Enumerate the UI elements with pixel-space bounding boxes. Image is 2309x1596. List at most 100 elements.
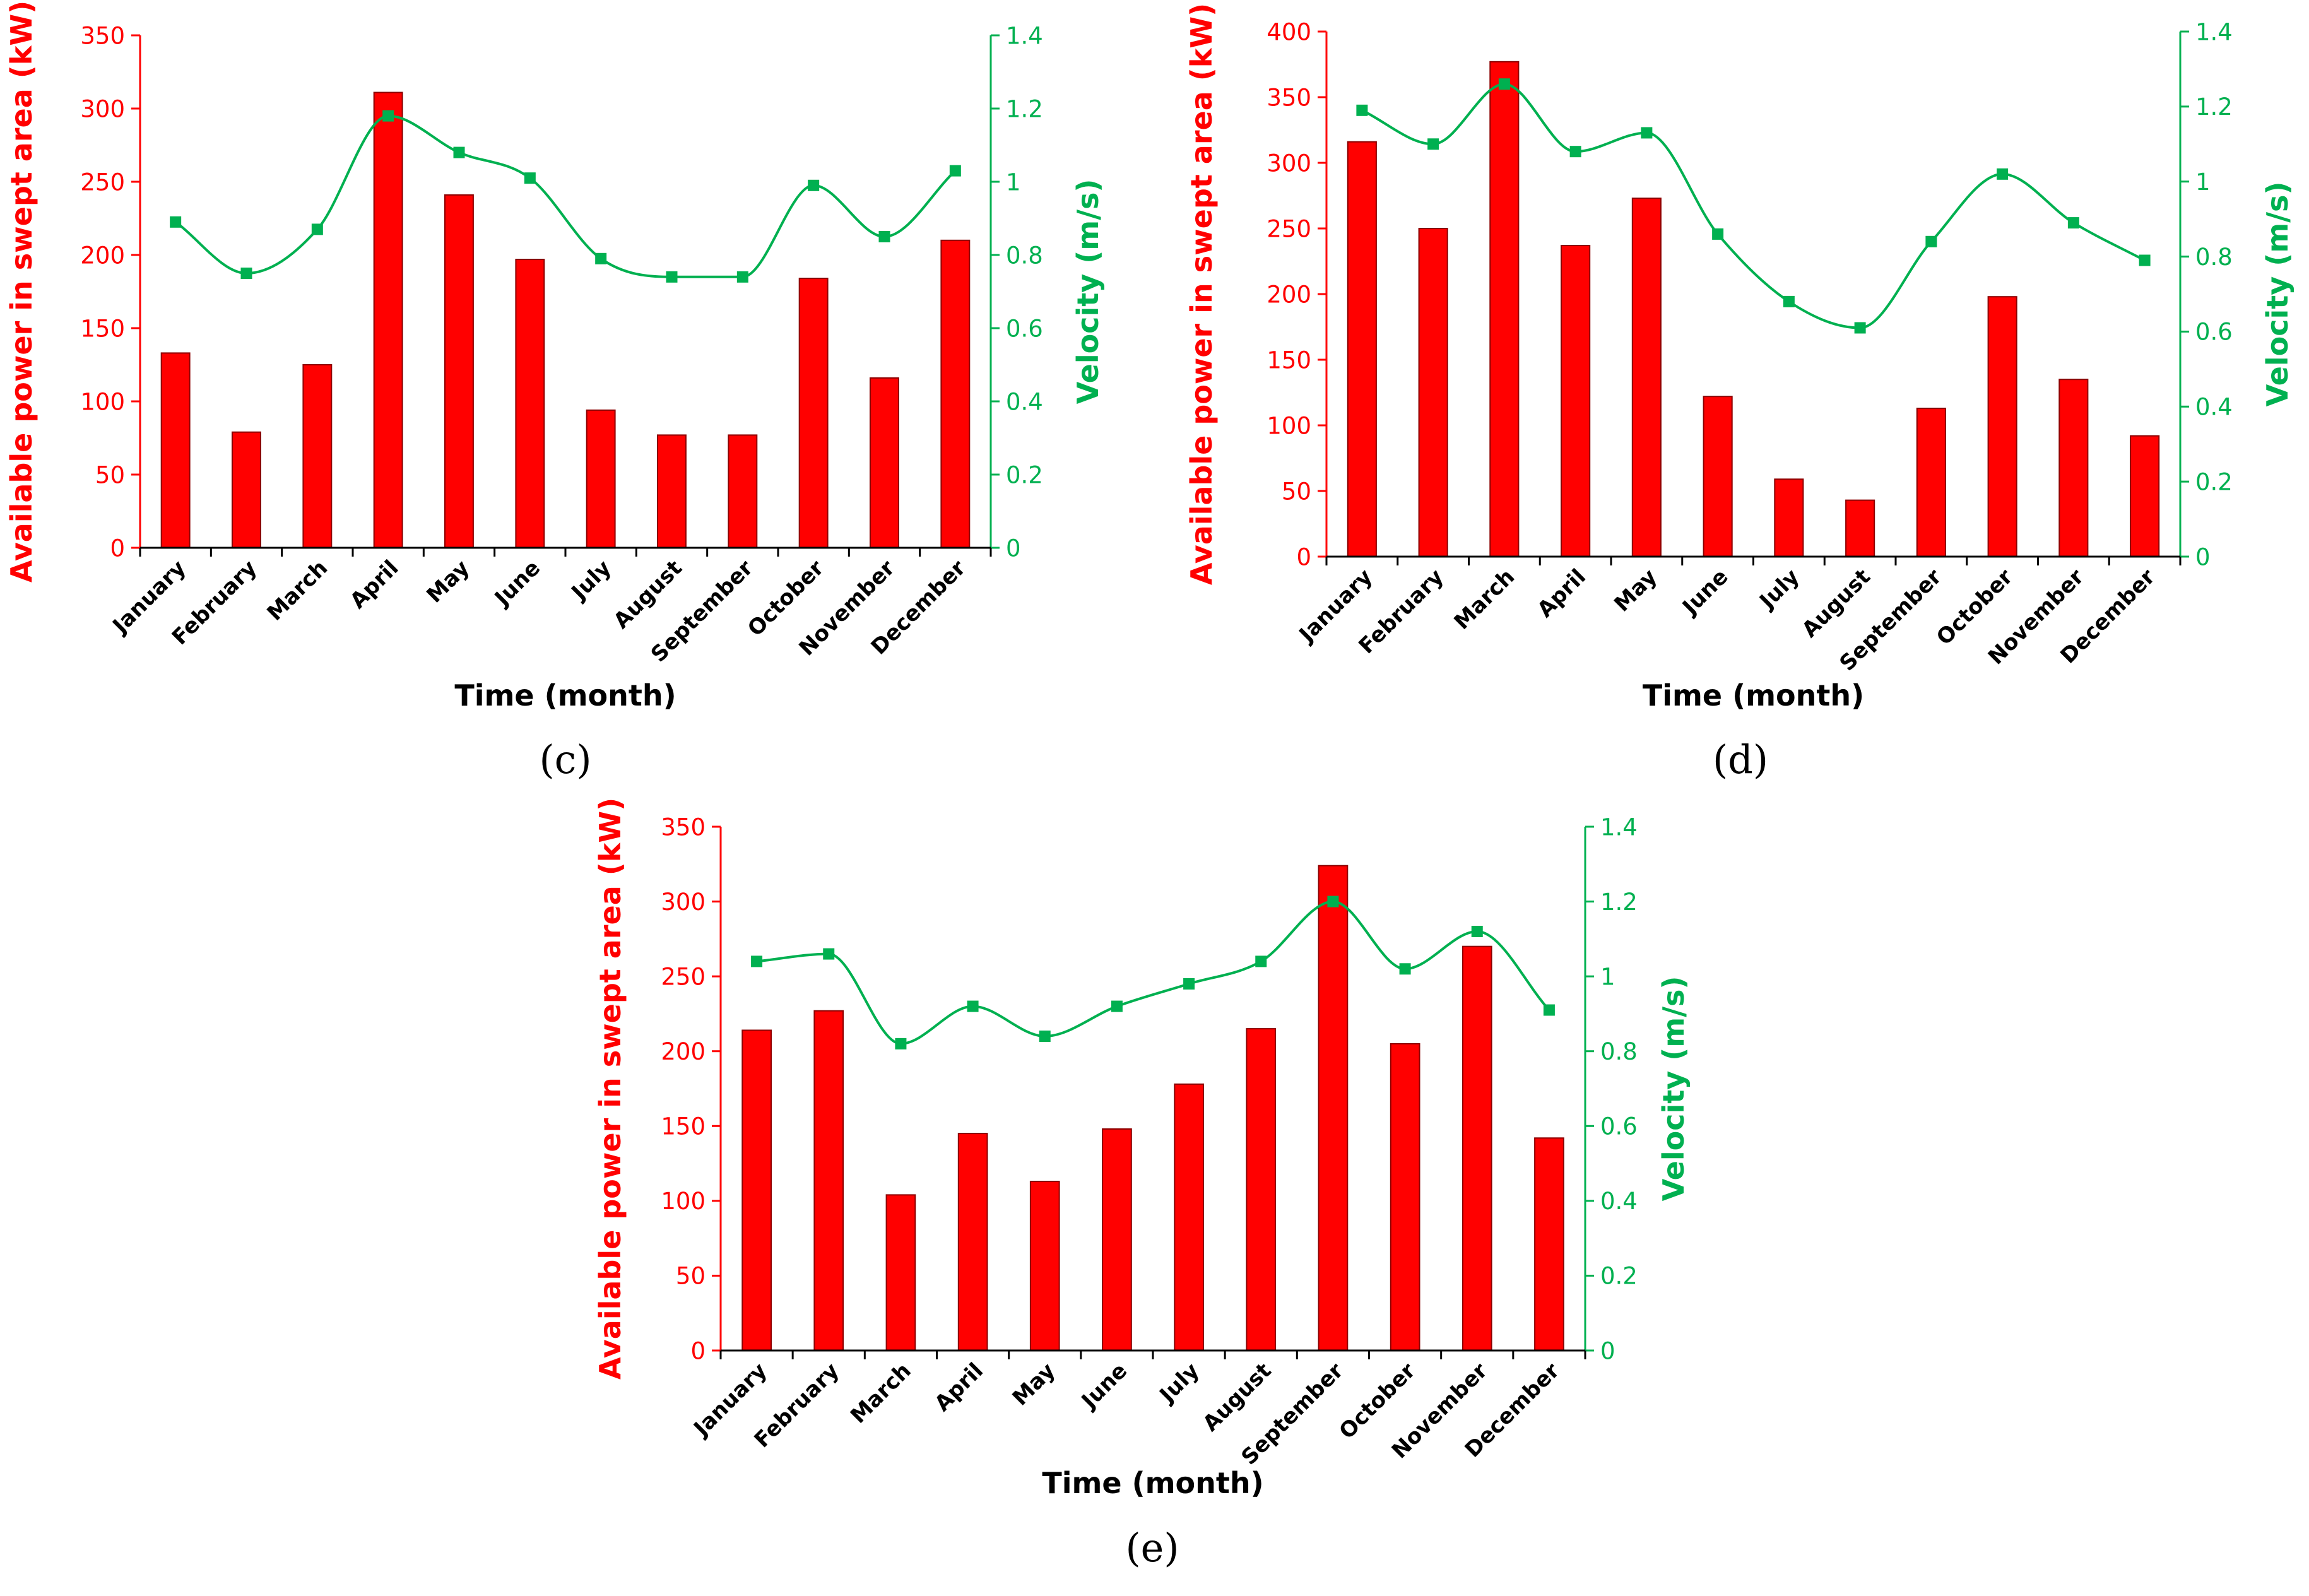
panel-d-y-axis-title: Available power in swept area (kW) (1184, 3, 1219, 585)
panel-d-x-tick-label-may: May (1609, 564, 1662, 617)
panel-d-left-tick-label: 150 (1267, 346, 1311, 374)
panel-d-bar-may (1631, 198, 1662, 557)
panel-c-velocity-point-february (240, 268, 252, 279)
panel-e-bar-december (1534, 1137, 1564, 1352)
panel-e-velocity-point-november (1471, 926, 1483, 937)
panel-e-x-tick-label-may: May (1008, 1358, 1060, 1410)
panel-c-label: (c) (539, 736, 591, 783)
panel-d-left-tick-label: 50 (1282, 478, 1311, 505)
panel-e-velocity-point-july (1183, 978, 1195, 990)
panel-c-x-tick-label-march: March (263, 555, 333, 626)
panel-c-y-axis-title: Available power in swept area (kW) (4, 1, 38, 582)
panel-c-right-tick-label: 0.2 (1006, 461, 1043, 488)
panel-e-right-tick-label: 0.2 (1600, 1263, 1638, 1290)
panel-c-left-tick-label: 0 (110, 535, 125, 562)
panel-d-left-tick-label: 250 (1267, 215, 1311, 242)
panel-d-y2-axis-title: Velocity (m/s) (2260, 182, 2294, 407)
panel-c-velocity-point-january (170, 216, 182, 228)
panel-e-bar-august (1246, 1028, 1277, 1351)
panel-c-x-tick-label-april: April (345, 555, 403, 613)
panel-e-y2-axis-title: Velocity (m/s) (1656, 976, 1691, 1202)
panel-c-right-tick-label: 1.2 (1006, 95, 1043, 122)
panel-c-bar-october (798, 278, 829, 548)
panel-c-left-tick-label: 300 (80, 95, 125, 122)
panel-d-velocity-line (1361, 83, 2146, 329)
panel-c-velocity-point-september (736, 271, 748, 283)
panel-d-right-tick-label: 1.2 (2195, 93, 2233, 121)
panel-e-bar-april (957, 1133, 988, 1351)
panel-d-right-tick-label: 0.4 (2195, 394, 2233, 421)
panel-d-velocity-point-march (1498, 78, 1510, 90)
panel-c-right-tick-label: 1 (1006, 168, 1021, 196)
panel-d-velocity-point-december (2139, 254, 2151, 266)
panel-d-bar-september (1916, 408, 1946, 557)
panel-d-velocity-point-july (1783, 295, 1795, 307)
panel-c-y2-axis-title: Velocity (m/s) (1071, 179, 1105, 405)
panel-e-velocity-point-may (1039, 1031, 1051, 1042)
panel-e-left-tick-label: 0 (690, 1337, 706, 1364)
panel-e-x-tick-label-april: April (930, 1358, 988, 1416)
panel-c-left-tick-label: 50 (95, 461, 125, 488)
panel-c-bar-december (940, 239, 971, 548)
panel-e-left-tick-label: 200 (661, 1038, 706, 1065)
panel-c-right-tick-label: 0.6 (1006, 315, 1043, 342)
panel-e-right-tick-label: 1.4 (1600, 813, 1638, 841)
panel-d-velocity-point-january (1356, 104, 1368, 116)
panel-c-bar-august (657, 434, 687, 549)
panel-e-left-tick-label: 350 (661, 813, 706, 841)
panel-d-x-tick-label-april: April (1533, 564, 1591, 622)
panel-e-velocity-point-april (967, 1000, 979, 1012)
panel-c-bar-february (232, 431, 261, 549)
panel-e-velocity-point-august (1255, 955, 1267, 967)
panel-d-left-tick-label: 100 (1267, 412, 1311, 439)
panel-e-velocity-point-october (1399, 963, 1411, 975)
panel-e-label: (e) (1125, 1525, 1179, 1571)
panel-d-bar-february (1418, 228, 1448, 557)
panel-e-velocity-line (756, 900, 1550, 1045)
panel-c-left-tick-label: 350 (80, 22, 125, 49)
panel-c-left-tick-label: 100 (80, 388, 125, 415)
panel-e-velocity-point-february (823, 948, 835, 960)
panel-e-left-tick-label: 250 (661, 963, 706, 990)
panel-c-velocity-point-july (595, 252, 607, 264)
panel-d-bar-april (1561, 245, 1591, 557)
panel-d-velocity-point-may (1641, 127, 1653, 139)
panel-d-bar-december (2130, 435, 2160, 557)
panel-d-bar-october (1987, 296, 2017, 557)
panel-d-bar-june (1703, 396, 1733, 558)
panel-e-bar-november (1462, 945, 1492, 1351)
panel-d-right-tick-label: 0.8 (2195, 244, 2233, 271)
panel-e-left-tick-label: 300 (661, 889, 706, 916)
panel-d-x-tick-label-june: June (1677, 564, 1733, 620)
panel-c-velocity-point-may (453, 146, 465, 158)
panel-c-velocity-line (174, 114, 957, 278)
panel-d-left-tick-label: 350 (1267, 84, 1311, 111)
panel-c-x-axis-title: Time (month) (454, 678, 676, 712)
panel-e-velocity-point-january (751, 955, 763, 967)
panel-e-right-tick-label: 0 (1600, 1337, 1615, 1364)
panel-d-bar-july (1774, 478, 1804, 557)
panel-d-x-tick-label-march: March (1450, 564, 1520, 635)
panel-d-velocity-point-august (1854, 322, 1866, 334)
panel-d-bar-november (2058, 379, 2089, 557)
panel-e-bar-january (741, 1029, 772, 1351)
panel-e-chart: 0 50 100 150 200 250 300 350 0 0.2 0.4 0.6 0.8 1 1.2 1.… (593, 798, 1691, 1571)
panel-d-right-tick-label: 0 (2195, 543, 2211, 570)
panel-e-left-tick-label: 150 (661, 1113, 706, 1140)
panel-c-velocity-point-december (949, 165, 961, 177)
panel-d-right-tick-label: 0.2 (2195, 468, 2233, 495)
panel-d-velocity-point-october (1997, 168, 2009, 180)
panel-c-velocity-point-august (666, 271, 678, 283)
panel-e-right-tick-label: 1.2 (1600, 889, 1638, 916)
panel-d-velocity-point-april (1569, 146, 1581, 158)
panel-e-x-tick-label-july: July (1154, 1358, 1205, 1409)
panel-c-bar-june (515, 259, 545, 548)
panel-d-velocity-point-september (1925, 235, 1937, 247)
panel-e-right-tick-label: 0.4 (1600, 1188, 1638, 1215)
panel-c-velocity-point-march (311, 223, 323, 235)
panel-e-x-tick-label-march: March (846, 1358, 916, 1429)
panel-d-right-tick-label: 1 (2195, 168, 2211, 196)
panel-c-right-tick-label: 1.4 (1006, 22, 1043, 49)
panel-c-left-tick-label: 250 (80, 168, 125, 196)
panel-c-x-tick-label-july: July (566, 555, 617, 606)
